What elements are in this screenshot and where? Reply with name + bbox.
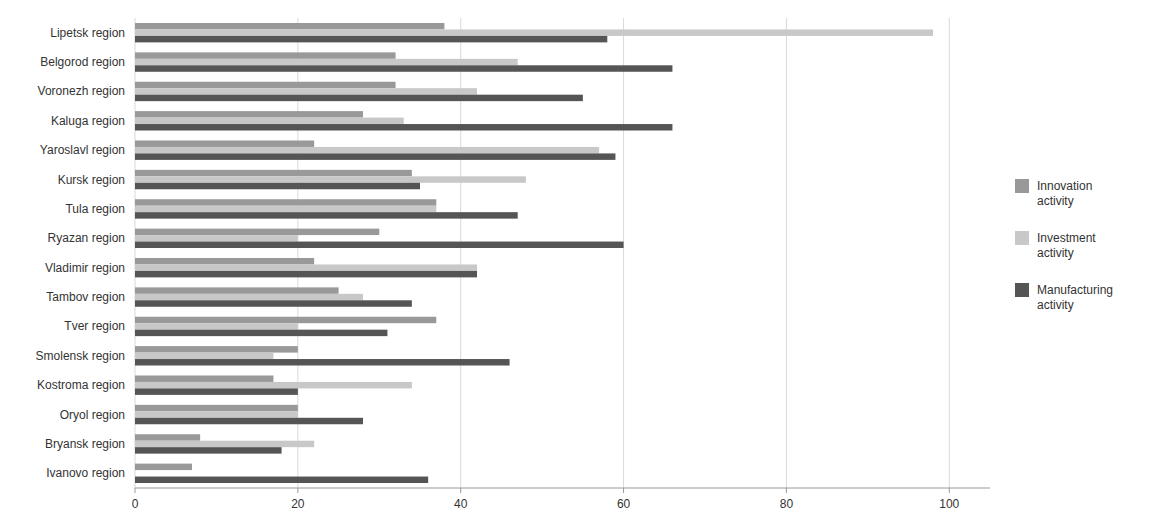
- x-tick-label: 20: [291, 497, 305, 511]
- bar: [135, 464, 192, 470]
- legend-swatch: [1015, 231, 1029, 245]
- y-tick-label: Ryazan region: [48, 231, 125, 245]
- bar: [135, 170, 412, 176]
- y-tick-label: Voronezh region: [38, 84, 125, 98]
- y-tick-label: Vladimir region: [45, 261, 125, 275]
- x-tick-label: 40: [454, 497, 468, 511]
- bar: [135, 359, 510, 365]
- y-tick-label: Kostroma region: [37, 378, 125, 392]
- bar: [135, 300, 412, 306]
- grid: [135, 18, 949, 488]
- x-tick-label: 60: [617, 497, 631, 511]
- legend-swatch: [1015, 179, 1029, 193]
- bar: [135, 287, 339, 293]
- bar: [135, 183, 420, 189]
- bar: [135, 212, 518, 218]
- x-tick: [786, 488, 787, 493]
- bar: [135, 95, 583, 101]
- x-tick-label: 80: [780, 497, 794, 511]
- legend-swatch: [1015, 283, 1029, 297]
- y-tick-label: Tver region: [64, 319, 125, 333]
- bar: [135, 418, 363, 424]
- legend-label: Manufacturingactivity: [1037, 283, 1113, 312]
- bar: [135, 264, 477, 270]
- bar: [135, 294, 363, 300]
- grid-line: [623, 18, 624, 488]
- bar: [135, 441, 314, 447]
- bar: [135, 434, 200, 440]
- bar: [135, 317, 436, 323]
- bar: [135, 153, 615, 159]
- y-tick-label: Oryol region: [60, 408, 125, 422]
- bar: [135, 242, 624, 248]
- bar: [135, 353, 273, 359]
- x-tick: [460, 488, 461, 493]
- x-axis-line: [135, 488, 990, 489]
- y-axis: Lipetsk region Belgorod region Voronezh re…: [36, 26, 125, 481]
- y-tick-label: Ivanovo region: [46, 466, 125, 480]
- bar: [135, 477, 428, 483]
- bar: [135, 23, 444, 29]
- chart: 0 20 40 60 80 100 Lipetsk region Belgorod regio…: [0, 0, 1165, 528]
- bar: [135, 65, 672, 71]
- y-tick-label: Kursk region: [58, 173, 125, 187]
- bar: [135, 235, 298, 241]
- bar: [135, 258, 314, 264]
- bar: [135, 229, 379, 235]
- bar: [135, 124, 672, 130]
- y-tick-label: Kaluga region: [51, 114, 125, 128]
- y-tick-label: Tambov region: [46, 290, 125, 304]
- bar: [135, 52, 396, 58]
- y-tick-label: Belgorod region: [40, 55, 125, 69]
- y-tick-label: Tula region: [65, 202, 125, 216]
- bar: [135, 199, 436, 205]
- bar: [135, 29, 933, 35]
- y-tick-label: Yaroslavl region: [40, 143, 125, 157]
- y-tick-label: Lipetsk region: [50, 26, 125, 40]
- grid-line: [949, 18, 950, 488]
- bar: [135, 111, 363, 117]
- x-tick: [297, 488, 298, 493]
- bar: [135, 206, 436, 212]
- bar: [135, 176, 526, 182]
- x-tick-label: 0: [132, 497, 139, 511]
- y-tick-label: Smolensk region: [36, 349, 125, 363]
- x-tick: [623, 488, 624, 493]
- chart-container: 0 20 40 60 80 100 Lipetsk region Belgorod regio…: [0, 0, 1165, 528]
- bar: [135, 346, 298, 352]
- bar: [135, 147, 599, 153]
- bar: [135, 382, 412, 388]
- x-tick: [135, 488, 136, 493]
- x-tick-label: 100: [939, 497, 959, 511]
- bar: [135, 411, 298, 417]
- bar: [135, 388, 298, 394]
- bar: [135, 271, 477, 277]
- x-axis: 0 20 40 60 80 100: [132, 488, 990, 511]
- bar: [135, 405, 298, 411]
- bar: [135, 330, 387, 336]
- bar: [135, 118, 404, 124]
- bar: [135, 447, 282, 453]
- bar: [135, 59, 518, 65]
- bars: [135, 23, 933, 483]
- legend: Innovationactivity Investmentactivity Manu…: [1015, 179, 1113, 312]
- x-tick: [949, 488, 950, 493]
- bar: [135, 140, 314, 146]
- y-tick-label: Bryansk region: [45, 437, 125, 451]
- bar: [135, 82, 396, 88]
- bar: [135, 470, 136, 476]
- bar: [135, 36, 607, 42]
- grid-line: [786, 18, 787, 488]
- bar: [135, 375, 273, 381]
- legend-label: Investmentactivity: [1037, 231, 1096, 260]
- bar: [135, 323, 298, 329]
- legend-label: Innovationactivity: [1037, 179, 1092, 208]
- bar: [135, 88, 477, 94]
